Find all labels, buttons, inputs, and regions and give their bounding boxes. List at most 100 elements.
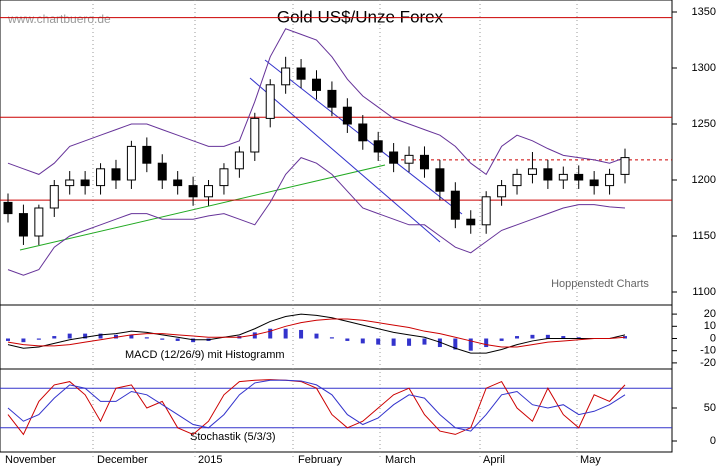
stoch-k bbox=[7, 379, 626, 436]
macd-histogram bbox=[252, 332, 257, 339]
macd-histogram bbox=[21, 338, 26, 343]
macd-histogram bbox=[299, 329, 304, 339]
macd-histogram bbox=[129, 334, 134, 339]
candle-body bbox=[574, 173, 584, 181]
macd-histogram bbox=[561, 336, 566, 339]
chart-title: Gold US$/Unze Forex bbox=[277, 7, 444, 26]
candle-body bbox=[373, 140, 383, 153]
stoch-d bbox=[7, 379, 626, 432]
macd-histogram bbox=[437, 338, 442, 348]
candle-body bbox=[342, 106, 352, 125]
candle-body bbox=[126, 145, 136, 181]
macd-histogram bbox=[329, 337, 334, 339]
x-tick-label: 2015 bbox=[198, 454, 222, 466]
macd-histogram bbox=[175, 338, 180, 341]
trend-line bbox=[19, 164, 386, 251]
candle-body bbox=[296, 67, 306, 80]
macd-histogram bbox=[268, 328, 273, 339]
candle-body bbox=[281, 67, 291, 86]
y-tick-label: -10 bbox=[700, 345, 716, 357]
candle-body bbox=[527, 168, 537, 175]
y-tick-label: 10 bbox=[704, 320, 716, 332]
bollinger-upper bbox=[7, 28, 626, 176]
macd-histogram bbox=[160, 338, 165, 340]
candle-body bbox=[589, 179, 599, 187]
candle-body bbox=[204, 185, 214, 198]
candle-body bbox=[3, 201, 13, 215]
x-tick-label: May bbox=[580, 454, 601, 466]
x-tick-label: March bbox=[385, 454, 416, 466]
macd-histogram bbox=[314, 333, 319, 339]
macd-histogram bbox=[499, 338, 504, 341]
macd-histogram bbox=[6, 338, 10, 341]
macd-histogram bbox=[83, 333, 88, 339]
candle-body bbox=[450, 190, 460, 220]
y-tick-label: -20 bbox=[700, 357, 716, 369]
candle-body bbox=[18, 213, 28, 237]
candle-body bbox=[111, 168, 121, 181]
candle-body bbox=[65, 179, 75, 187]
candle-body bbox=[512, 173, 522, 187]
candle-body bbox=[96, 168, 106, 187]
candle-body bbox=[435, 168, 445, 192]
candle-body bbox=[358, 123, 368, 142]
x-tick-label: April bbox=[483, 454, 505, 466]
macd-label: MACD (12/26/9) mit Histogramm bbox=[125, 349, 285, 361]
macd-histogram bbox=[530, 334, 535, 339]
y-tick-label: 0 bbox=[710, 332, 716, 344]
macd-histogram bbox=[422, 338, 427, 345]
candle-body bbox=[558, 173, 568, 181]
y-tick-label: 1250 bbox=[692, 118, 716, 130]
stoch-label: Stochastik (5/3/3) bbox=[190, 431, 276, 443]
macd-histogram bbox=[36, 338, 41, 340]
macd-histogram bbox=[453, 338, 458, 350]
candle-body bbox=[234, 151, 244, 170]
candle-body bbox=[419, 154, 429, 170]
candle-body bbox=[173, 179, 183, 187]
macd-histogram bbox=[113, 334, 118, 339]
signal-line bbox=[7, 318, 626, 348]
macd-histogram bbox=[407, 338, 412, 346]
x-tick-label: February bbox=[298, 454, 343, 466]
y-tick-label: 1100 bbox=[692, 286, 716, 298]
frame bbox=[0, 0, 673, 453]
y-tick-label: 1300 bbox=[692, 62, 716, 74]
macd-histogram bbox=[576, 337, 581, 339]
macd-histogram bbox=[391, 338, 396, 346]
macd-histogram bbox=[515, 336, 520, 339]
candle-body bbox=[157, 162, 167, 181]
macd-histogram bbox=[345, 338, 350, 341]
y-tick-label: 1350 bbox=[692, 6, 716, 18]
macd-histogram bbox=[376, 338, 381, 345]
candle-body bbox=[389, 151, 399, 164]
candle-body bbox=[497, 185, 507, 198]
x-tick-label: November bbox=[5, 454, 56, 466]
candle-body bbox=[49, 185, 59, 209]
x-tick-label: December bbox=[97, 454, 148, 466]
candle-body bbox=[265, 84, 275, 119]
candle-body bbox=[481, 196, 491, 226]
y-tick-label: 1200 bbox=[692, 174, 716, 186]
candle-body bbox=[312, 78, 321, 91]
y-tick-label: 0 bbox=[710, 435, 716, 447]
source: Hoppenstedt Charts bbox=[551, 278, 649, 290]
y-tick-label: 20 bbox=[704, 308, 716, 320]
macd-histogram bbox=[468, 338, 473, 351]
macd-histogram bbox=[67, 333, 72, 339]
y-tick-label: 50 bbox=[704, 402, 716, 414]
macd-histogram bbox=[484, 338, 489, 348]
candle-body bbox=[142, 145, 152, 164]
macd-histogram bbox=[283, 328, 288, 339]
candle-body bbox=[188, 185, 198, 198]
macd-histogram bbox=[545, 334, 550, 339]
candle-body bbox=[327, 89, 337, 108]
candle-body bbox=[404, 154, 414, 164]
candle-body bbox=[466, 218, 476, 226]
bollinger-lower bbox=[7, 157, 626, 276]
candle-body bbox=[620, 157, 630, 175]
macd-histogram bbox=[98, 333, 103, 339]
macd-histogram bbox=[191, 338, 196, 343]
channel-line bbox=[249, 77, 441, 243]
macd-histogram bbox=[144, 337, 149, 339]
